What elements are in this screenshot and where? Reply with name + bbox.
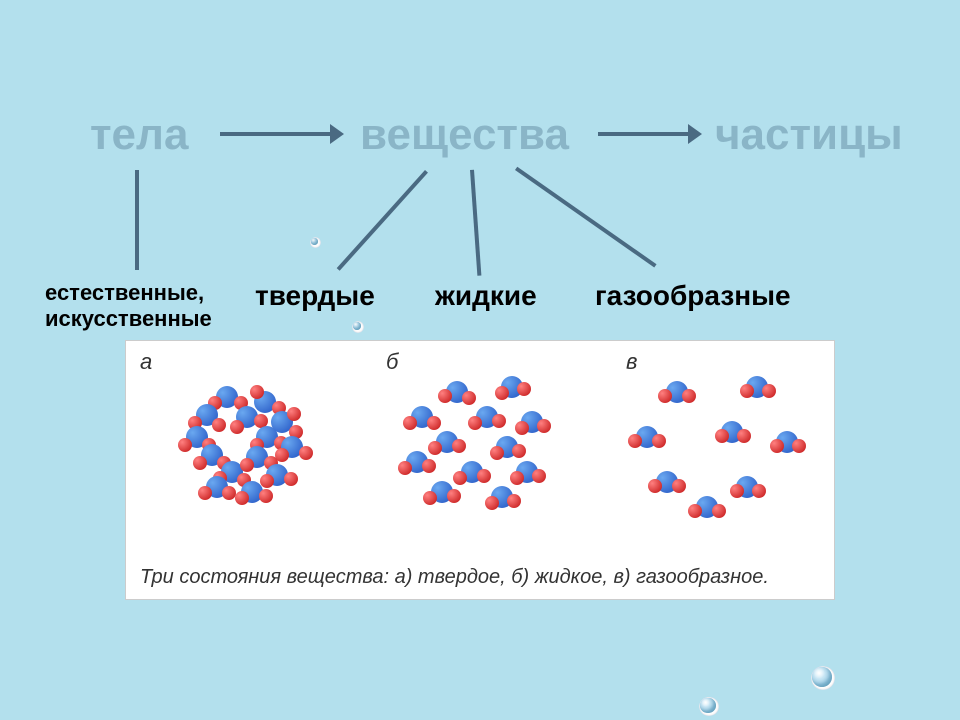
arrow-2 (598, 132, 688, 136)
label-gas: газообразные (595, 280, 791, 312)
title-tela: тела (90, 110, 188, 160)
panel-label-b: б (386, 349, 398, 375)
connector-tela (135, 170, 139, 270)
label-tela-desc: естественные, искусственные (45, 280, 212, 332)
states-figure: а б в Три состояния вещества: а) твердое… (125, 340, 835, 600)
top-row: тела вещества частицы (40, 110, 920, 160)
connector-liquid (470, 170, 481, 276)
panel-label-c: в (626, 349, 637, 375)
branches: естественные, искусственные твердые жидк… (40, 160, 920, 340)
connector-solid (337, 170, 428, 271)
panel-label-a: а (140, 349, 152, 375)
title-veshchestva: вещества (360, 110, 569, 160)
label-liquid: жидкие (435, 280, 537, 312)
figure-caption: Три состояния вещества: а) твердое, б) ж… (140, 566, 769, 589)
slide-content: тела вещества частицы естественные, иску… (0, 0, 960, 340)
label-solid: твердые (255, 280, 375, 312)
title-chastitsy: частицы (715, 110, 903, 160)
arrow-1 (220, 132, 330, 136)
connector-gas (515, 167, 657, 268)
